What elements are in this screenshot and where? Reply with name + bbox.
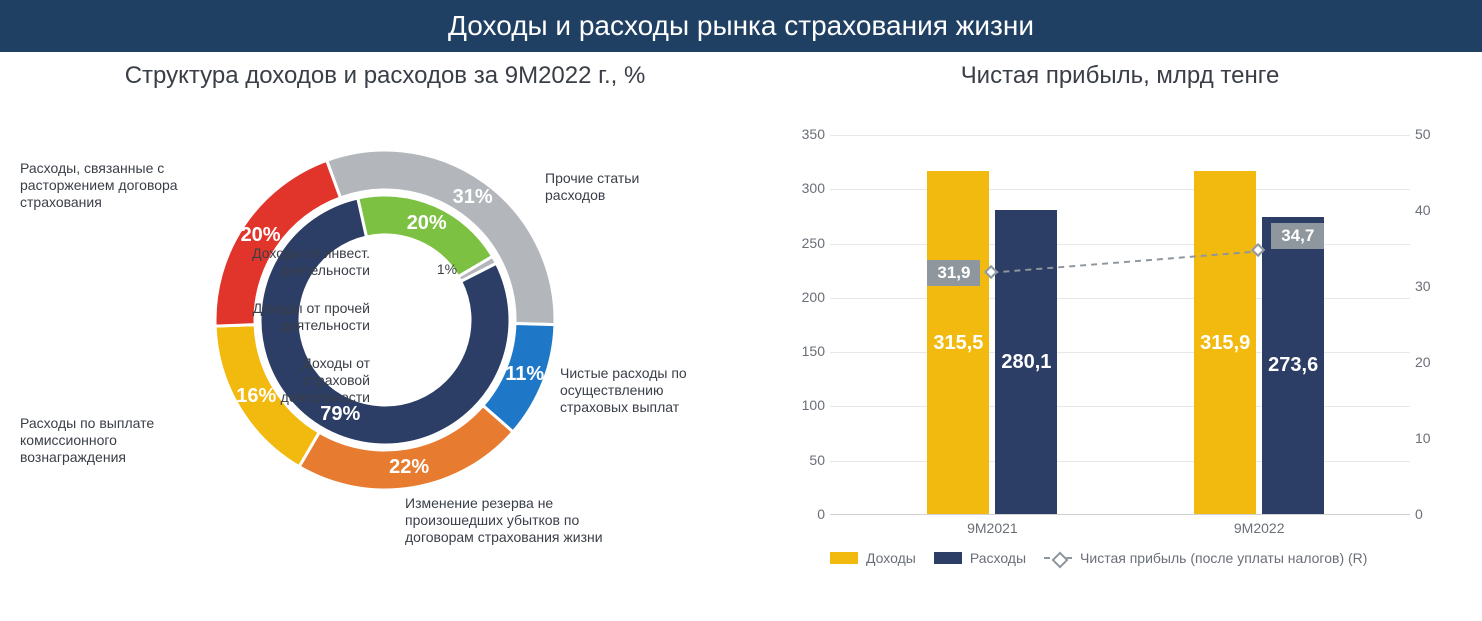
y-left-tick: 250 xyxy=(790,235,825,251)
y-left-tick: 200 xyxy=(790,289,825,305)
donut-panel: Структура доходов и расходов за 9М2022 г… xyxy=(20,62,750,605)
y-right-tick: 20 xyxy=(1415,354,1450,370)
bar-panel: Чистая прибыль, млрд тенге 315,5280,1315… xyxy=(750,62,1470,605)
main-title: Доходы и расходы рынка страхования жизни xyxy=(0,0,1482,52)
y-right-tick: 50 xyxy=(1415,126,1450,142)
y-left-tick: 300 xyxy=(790,180,825,196)
donut-chart: 31%11%22%16%20%20%79%1%Доходы от инвест.… xyxy=(20,105,750,605)
y-right-tick: 10 xyxy=(1415,430,1450,446)
legend-profit: Чистая прибыль (после уплаты налогов) (R… xyxy=(1044,550,1367,566)
donut-inner-legend: Доходы от страховой деятельности xyxy=(240,355,370,405)
legend-income-label: Доходы xyxy=(866,550,916,566)
legend-expense: Расходы xyxy=(934,550,1026,566)
donut-slice-pct: 11% xyxy=(505,363,545,386)
profit-value-box: 34,7 xyxy=(1271,223,1324,249)
donut-inner-legend: Доходы от инвест. деятельности xyxy=(240,245,370,279)
legend-swatch-expense xyxy=(934,552,962,564)
legend-expense-label: Расходы xyxy=(970,550,1026,566)
bar-subtitle: Чистая прибыль, млрд тенге xyxy=(770,62,1470,90)
y-left-tick: 350 xyxy=(790,126,825,142)
bar-chart: 315,5280,1315,9273,631,934,7 Доходы Расх… xyxy=(770,105,1470,595)
donut-subtitle: Структура доходов и расходов за 9М2022 г… xyxy=(20,62,750,90)
y-left-tick: 100 xyxy=(790,397,825,413)
x-tick: 9М2022 xyxy=(1209,520,1309,536)
donut-outer-legend: Расходы, связанные с расторжением догово… xyxy=(20,160,205,210)
legend-income: Доходы xyxy=(830,550,916,566)
legend-swatch-income xyxy=(830,552,858,564)
donut-slice-pct: 20% xyxy=(241,224,281,247)
donut-slice-pct: 79% xyxy=(320,403,360,426)
donut-slice-pct: 31% xyxy=(453,186,493,209)
y-left-tick: 150 xyxy=(790,343,825,359)
donut-outer-legend: Чистые расходы по осуществлению страховы… xyxy=(560,365,730,415)
donut-inner-legend: Доходы от прочей деятельности xyxy=(240,300,370,334)
y-left-tick: 0 xyxy=(790,506,825,522)
x-tick: 9М2021 xyxy=(942,520,1042,536)
content-row: Структура доходов и расходов за 9М2022 г… xyxy=(0,52,1482,605)
donut-outer-legend: Расходы по выплате комиссионного вознагр… xyxy=(20,415,200,465)
legend-dash-icon xyxy=(1044,557,1072,559)
y-left-tick: 50 xyxy=(790,452,825,468)
donut-outer-legend: Прочие статьи расходов xyxy=(545,170,695,204)
donut-slice-pct-small: 1% xyxy=(427,261,467,278)
y-right-tick: 30 xyxy=(1415,278,1450,294)
donut-outer-legend: Изменение резерва не произошедших убытко… xyxy=(405,495,605,545)
y-right-tick: 40 xyxy=(1415,202,1450,218)
y-right-tick: 0 xyxy=(1415,506,1450,522)
profit-value-box: 31,9 xyxy=(927,260,980,286)
donut-slice-pct: 20% xyxy=(407,212,447,235)
bar-legend: Доходы Расходы Чистая прибыль (после упл… xyxy=(830,550,1367,566)
donut-slice-pct: 22% xyxy=(389,456,429,479)
legend-profit-label: Чистая прибыль (после уплаты налогов) (R… xyxy=(1080,550,1367,566)
